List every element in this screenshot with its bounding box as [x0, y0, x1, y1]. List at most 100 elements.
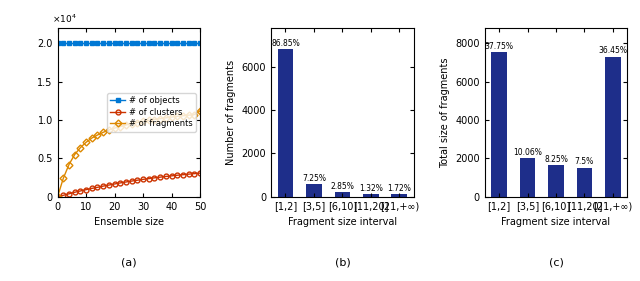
# of objects	[185, 42, 193, 45]
# of clusters	[179, 173, 187, 176]
# of clusters	[168, 174, 175, 178]
Line: # of clusters: # of clusters	[55, 171, 202, 199]
Line: # of objects: # of objects	[55, 41, 202, 46]
Bar	[520, 158, 536, 197]
# of clusters	[105, 183, 113, 187]
# of objects	[150, 42, 158, 45]
Text: (c): (c)	[548, 257, 563, 268]
# of objects	[128, 42, 136, 45]
# of clusters	[162, 175, 170, 178]
Bar	[548, 165, 564, 197]
# of objects	[111, 42, 118, 45]
# of clusters	[88, 187, 95, 190]
# of clusters	[65, 192, 73, 196]
# of fragments	[77, 146, 84, 149]
# of fragments	[122, 123, 130, 127]
# of objects	[179, 42, 187, 45]
# of fragments	[105, 128, 113, 132]
Text: 10.06%: 10.06%	[513, 148, 542, 157]
Text: 1.32%: 1.32%	[359, 184, 383, 193]
# of clusters	[185, 173, 193, 176]
# of objects	[93, 42, 101, 45]
# of clusters	[191, 172, 198, 175]
Bar	[605, 57, 621, 197]
Legend: # of objects, # of clusters, # of fragments: # of objects, # of clusters, # of fragme…	[107, 93, 196, 132]
# of fragments	[71, 153, 79, 156]
# of clusters	[150, 176, 158, 180]
# of objects	[60, 42, 67, 45]
Text: 36.45%: 36.45%	[598, 46, 627, 56]
# of fragments	[162, 116, 170, 119]
# of objects	[156, 42, 164, 45]
Text: 7.25%: 7.25%	[302, 174, 326, 183]
# of objects	[54, 42, 61, 45]
Text: 7.5%: 7.5%	[575, 157, 594, 166]
Text: (a): (a)	[121, 257, 136, 268]
Text: (b): (b)	[335, 257, 350, 268]
# of fragments	[93, 133, 101, 137]
# of fragments	[54, 195, 61, 198]
Bar	[335, 192, 350, 197]
# of objects	[71, 42, 79, 45]
Text: $\times10^4$: $\times10^4$	[52, 12, 77, 25]
# of objects	[65, 42, 73, 45]
# of clusters	[116, 181, 124, 185]
# of objects	[191, 42, 198, 45]
# of fragments	[88, 136, 95, 140]
# of clusters	[134, 178, 141, 182]
# of clusters	[145, 177, 152, 180]
# of clusters	[173, 174, 181, 177]
# of fragments	[60, 177, 67, 180]
Bar	[392, 194, 407, 197]
# of fragments	[111, 126, 118, 130]
# of fragments	[99, 131, 107, 134]
# of objects	[140, 42, 147, 45]
# of fragments	[156, 117, 164, 120]
# of objects	[99, 42, 107, 45]
# of clusters	[54, 195, 61, 198]
Text: 1.72%: 1.72%	[387, 184, 412, 193]
# of fragments	[179, 114, 187, 117]
# of clusters	[93, 186, 101, 189]
# of objects	[196, 42, 204, 45]
X-axis label: Ensemble size: Ensemble size	[94, 217, 164, 227]
Line: # of fragments: # of fragments	[55, 108, 202, 199]
# of clusters	[60, 194, 67, 197]
Bar	[306, 184, 322, 197]
Bar	[492, 52, 507, 197]
# of fragments	[82, 140, 90, 144]
Text: 8.25%: 8.25%	[544, 155, 568, 164]
X-axis label: Fragment size interval: Fragment size interval	[501, 217, 611, 227]
# of fragments	[150, 118, 158, 121]
# of objects	[77, 42, 84, 45]
# of clusters	[140, 178, 147, 181]
Y-axis label: Total size of fragments: Total size of fragments	[440, 57, 450, 168]
Bar	[363, 194, 379, 197]
# of clusters	[71, 191, 79, 194]
Y-axis label: Number of fragments: Number of fragments	[226, 60, 236, 165]
# of objects	[168, 42, 175, 45]
# of fragments	[196, 109, 204, 113]
# of fragments	[134, 121, 141, 124]
Text: 2.85%: 2.85%	[330, 182, 355, 191]
X-axis label: Fragment size interval: Fragment size interval	[288, 217, 397, 227]
# of objects	[162, 42, 170, 45]
# of clusters	[128, 179, 136, 183]
# of objects	[134, 42, 141, 45]
# of fragments	[140, 120, 147, 123]
# of fragments	[173, 115, 181, 118]
# of clusters	[196, 171, 204, 175]
# of clusters	[82, 188, 90, 191]
# of fragments	[65, 163, 73, 166]
# of fragments	[128, 122, 136, 125]
Text: 37.75%: 37.75%	[484, 42, 513, 51]
Bar	[278, 49, 293, 197]
# of objects	[82, 42, 90, 45]
Text: 86.85%: 86.85%	[271, 38, 300, 47]
# of fragments	[185, 114, 193, 117]
# of objects	[116, 42, 124, 45]
# of fragments	[191, 113, 198, 116]
# of objects	[122, 42, 130, 45]
# of clusters	[99, 184, 107, 188]
Bar	[577, 168, 592, 197]
